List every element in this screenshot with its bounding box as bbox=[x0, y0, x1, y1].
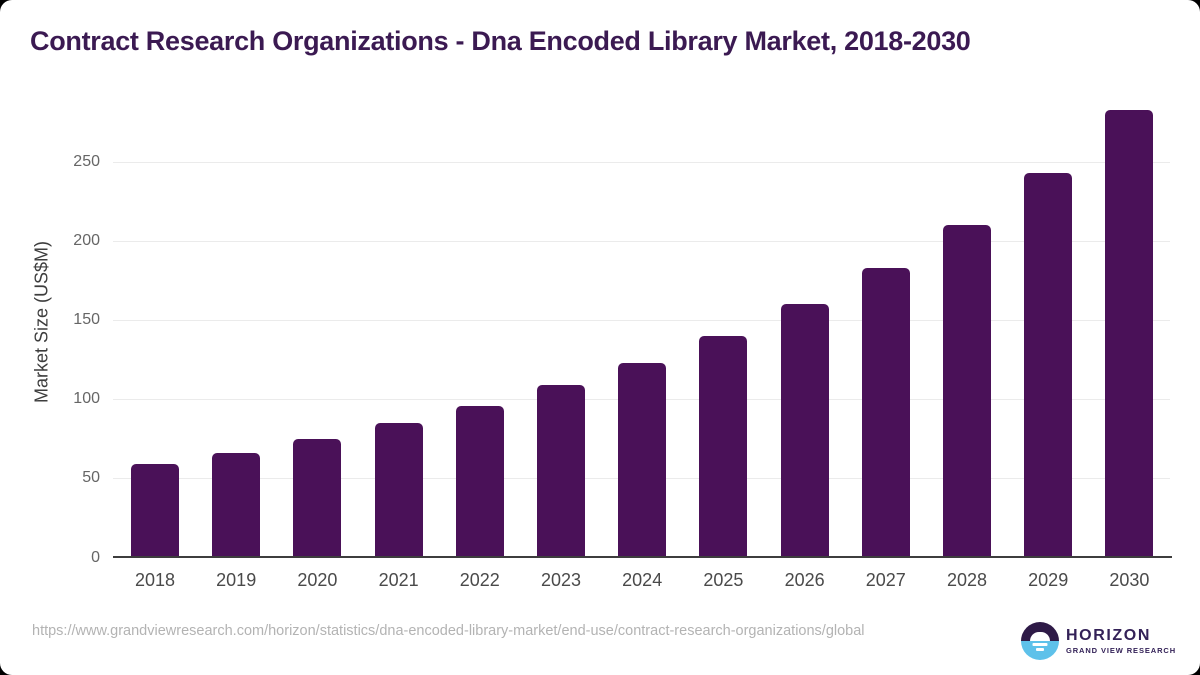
logo-brand-name: HORIZON bbox=[1066, 627, 1151, 645]
bar-2023[interactable] bbox=[537, 385, 585, 558]
ytick-label-200: 200 bbox=[73, 232, 100, 250]
logo-text: HORIZON GRAND VIEW RESEARCH bbox=[1066, 627, 1176, 655]
gridline-200 bbox=[113, 241, 1170, 243]
horizon-logo[interactable]: HORIZON GRAND VIEW RESEARCH bbox=[1021, 622, 1176, 660]
bar-2028[interactable] bbox=[943, 225, 991, 558]
xtick-label-2022: 2022 bbox=[459, 570, 500, 590]
ytick-label-150: 150 bbox=[73, 311, 100, 329]
xtick-label-2030: 2030 bbox=[1109, 570, 1150, 590]
xtick-label-2021: 2021 bbox=[378, 570, 419, 590]
ytick-label-250: 250 bbox=[73, 153, 100, 170]
bar-2024[interactable] bbox=[618, 362, 667, 558]
gridline-250 bbox=[113, 162, 1170, 163]
bar-2022[interactable] bbox=[455, 405, 504, 558]
ytick-label-100: 100 bbox=[73, 390, 100, 408]
bar-2021[interactable] bbox=[374, 423, 423, 558]
bar-2029[interactable] bbox=[1024, 173, 1073, 558]
ytick-label-0: 0 bbox=[91, 548, 100, 566]
chart-title: Contract Research Organizations - Dna En… bbox=[30, 26, 971, 56]
x-axis-line bbox=[113, 556, 1172, 558]
sun-icon bbox=[1030, 632, 1050, 641]
bar-2027[interactable] bbox=[861, 267, 910, 558]
gridline-150 bbox=[113, 320, 1170, 322]
sun-reflection-line bbox=[1036, 648, 1044, 651]
bar-2030[interactable] bbox=[1105, 109, 1154, 558]
bar-2025[interactable] bbox=[699, 336, 748, 558]
xtick-label-2028: 2028 bbox=[946, 570, 988, 590]
bar-2020[interactable] bbox=[293, 438, 342, 558]
source-url: https://www.grandviewresearch.com/horizo… bbox=[32, 623, 865, 639]
xtick-label-2027: 2027 bbox=[865, 570, 906, 590]
plot-area bbox=[113, 100, 1170, 558]
xtick-label-2018: 2018 bbox=[134, 570, 176, 590]
xtick-label-2024: 2024 bbox=[622, 570, 663, 590]
xtick-label-2020: 2020 bbox=[297, 570, 338, 590]
bar-2019[interactable] bbox=[212, 453, 261, 558]
horizon-logo-icon bbox=[1021, 622, 1059, 660]
bar-2018[interactable] bbox=[131, 464, 179, 558]
ytick-label-50: 50 bbox=[82, 469, 100, 487]
sun-reflection-line bbox=[1032, 643, 1048, 646]
logo-subtitle: GRAND VIEW RESEARCH bbox=[1066, 645, 1177, 655]
xtick-label-2023: 2023 bbox=[540, 570, 582, 590]
xtick-label-2029: 2029 bbox=[1028, 570, 1069, 590]
xtick-label-2019: 2019 bbox=[216, 570, 257, 590]
bar-2026[interactable] bbox=[780, 304, 829, 558]
xtick-label-2026: 2026 bbox=[784, 570, 825, 590]
xtick-label-2025: 2025 bbox=[703, 570, 744, 590]
